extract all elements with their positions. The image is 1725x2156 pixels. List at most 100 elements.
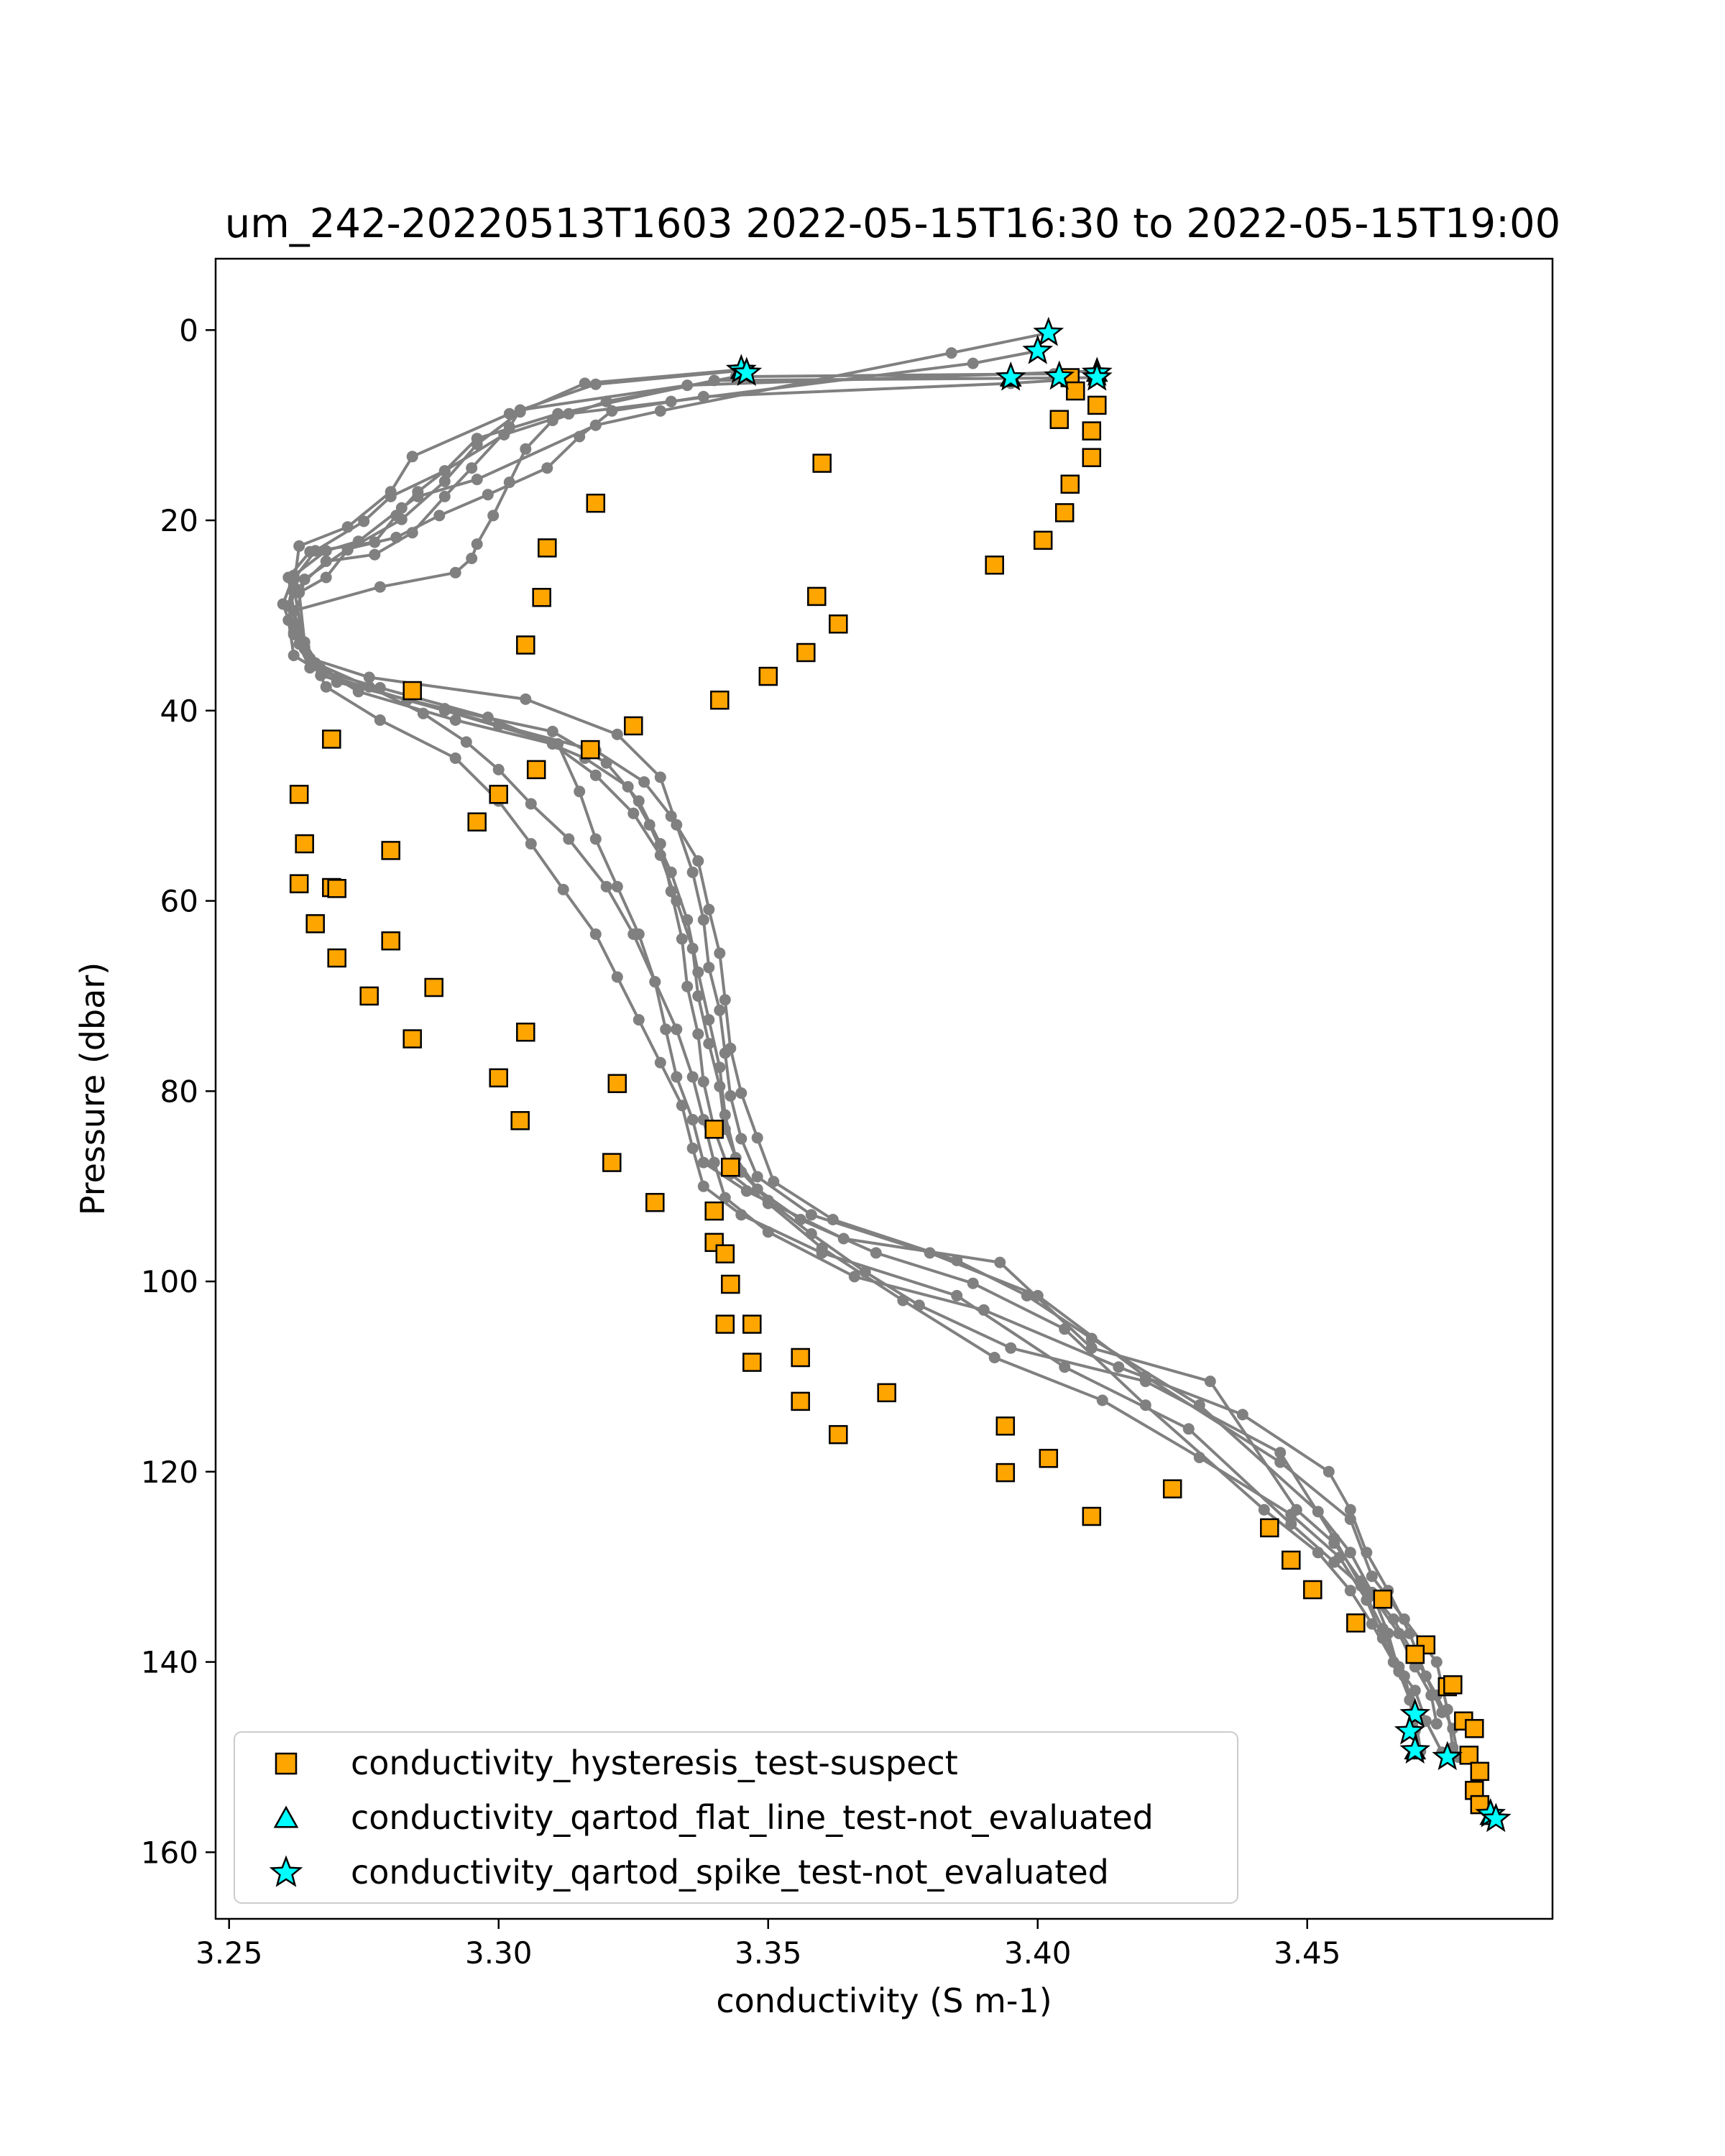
profile-point — [1290, 1503, 1302, 1516]
hysteresis-suspect-marker — [742, 1353, 762, 1372]
profile-point — [606, 405, 618, 417]
profile-point — [1113, 1361, 1125, 1373]
plot-area — [277, 316, 1512, 1833]
x-axis-label: conductivity (S m-1) — [716, 1981, 1052, 2020]
profile-point — [288, 604, 300, 617]
spike-not-evaluated-marker — [1033, 316, 1064, 346]
profile-point — [967, 1277, 979, 1289]
profile-point — [665, 885, 677, 898]
hysteresis-suspect-marker — [715, 1244, 735, 1263]
profile-point — [708, 1156, 720, 1169]
hysteresis-suspect-marker — [807, 586, 827, 607]
spike-not-evaluated-marker — [1081, 361, 1113, 391]
profile-point — [686, 1071, 699, 1083]
y-tick-label: 20 — [160, 503, 198, 538]
spike-not-evaluated-marker — [1480, 1802, 1512, 1833]
axes-frame — [214, 257, 1554, 1920]
profile-point — [897, 1294, 909, 1307]
profile-point — [503, 476, 515, 489]
profile-point — [1005, 1342, 1017, 1354]
x-tick-label: 3.35 — [735, 1935, 802, 1971]
profile-point — [293, 540, 305, 552]
profile-point — [649, 976, 661, 988]
hysteresis-suspect-marker — [645, 1192, 665, 1212]
y-tick-label: 100 — [141, 1264, 198, 1299]
hysteresis-suspect-marker — [467, 812, 487, 831]
profile-point — [282, 571, 295, 584]
hysteresis-suspect-marker — [1459, 1746, 1479, 1765]
hysteresis-suspect-marker — [758, 666, 778, 686]
profile-point — [466, 462, 478, 474]
chart-title: um_242-20220513T1603 2022-05-15T16:30 to… — [225, 201, 1561, 247]
hysteresis-suspect-marker — [532, 588, 551, 607]
profile-point — [1344, 1585, 1356, 1597]
profile-point — [589, 378, 602, 390]
hysteresis-suspect-marker — [516, 635, 535, 655]
profile-point — [385, 490, 397, 502]
profile-point — [1344, 1547, 1356, 1559]
profile-point — [654, 838, 666, 850]
hysteresis-suspect-marker — [1162, 1479, 1182, 1498]
profile-point — [374, 714, 386, 726]
y-tick-label: 40 — [160, 694, 198, 729]
x-tick-label: 3.30 — [465, 1935, 533, 1971]
hysteresis-suspect-marker — [327, 879, 346, 898]
profile-point — [449, 752, 461, 764]
hysteresis-suspect-marker — [721, 1274, 740, 1294]
profile-point — [1193, 1452, 1205, 1463]
profile-point — [740, 1185, 753, 1197]
profile-point — [988, 1352, 1000, 1363]
profile-point — [482, 489, 494, 501]
profile-point — [676, 1100, 688, 1112]
hysteresis-suspect-marker — [1082, 1506, 1102, 1526]
profile-point — [369, 536, 381, 548]
hysteresis-suspect-marker — [1282, 1550, 1301, 1570]
hysteresis-suspect-marker — [602, 1153, 622, 1172]
hysteresis-suspect-marker — [581, 740, 600, 760]
profile-point — [487, 510, 500, 522]
profile-point — [611, 880, 623, 893]
hysteresis-suspect-marker — [791, 1391, 810, 1411]
hysteresis-suspect-marker — [1066, 381, 1085, 401]
profile-point — [697, 1156, 709, 1169]
profile-point — [692, 990, 704, 1002]
profile-point — [1322, 1465, 1335, 1478]
hysteresis-suspect-marker — [1465, 1718, 1484, 1738]
hysteresis-suspect-marker — [995, 1416, 1016, 1436]
profile-point — [374, 581, 386, 593]
profile-point — [703, 1038, 715, 1050]
profile-point — [1059, 1361, 1071, 1373]
hysteresis-suspect-marker — [796, 642, 816, 663]
hysteresis-suspect-marker — [402, 681, 422, 701]
profile-point — [574, 430, 586, 443]
hysteresis-suspect-marker — [289, 785, 309, 804]
hysteresis-suspect-marker — [381, 841, 400, 860]
hysteresis-suspect-marker — [1470, 1761, 1490, 1782]
profile-point — [600, 757, 612, 769]
profile-point — [520, 443, 532, 455]
profile-point — [751, 1132, 763, 1144]
profile-point — [676, 933, 688, 945]
profile-point — [994, 1256, 1006, 1268]
profile-point — [563, 833, 575, 845]
legend-marker-spike — [269, 1855, 303, 1887]
hysteresis-suspect-marker — [489, 785, 508, 804]
hysteresis-suspect-marker — [586, 493, 606, 513]
profile-point — [552, 407, 564, 420]
profile-point — [870, 1247, 882, 1259]
profile-point — [1398, 1613, 1410, 1625]
profile-point — [589, 833, 602, 845]
hysteresis-suspect-marker — [1346, 1613, 1366, 1633]
profile-point — [735, 1087, 748, 1099]
profile-point — [579, 377, 591, 390]
hysteresis-suspect-marker — [1049, 410, 1070, 429]
hysteresis-suspect-marker — [424, 977, 443, 998]
legend-label-spike: conductivity_qartod_spike_test-not_evalu… — [351, 1853, 1109, 1892]
profile-point — [1409, 1685, 1421, 1697]
profile-point — [714, 1061, 726, 1074]
profile-point — [1236, 1409, 1248, 1421]
profile-point — [686, 1114, 699, 1125]
hysteresis-suspect-marker — [1060, 474, 1080, 494]
profile-point — [735, 1133, 748, 1145]
